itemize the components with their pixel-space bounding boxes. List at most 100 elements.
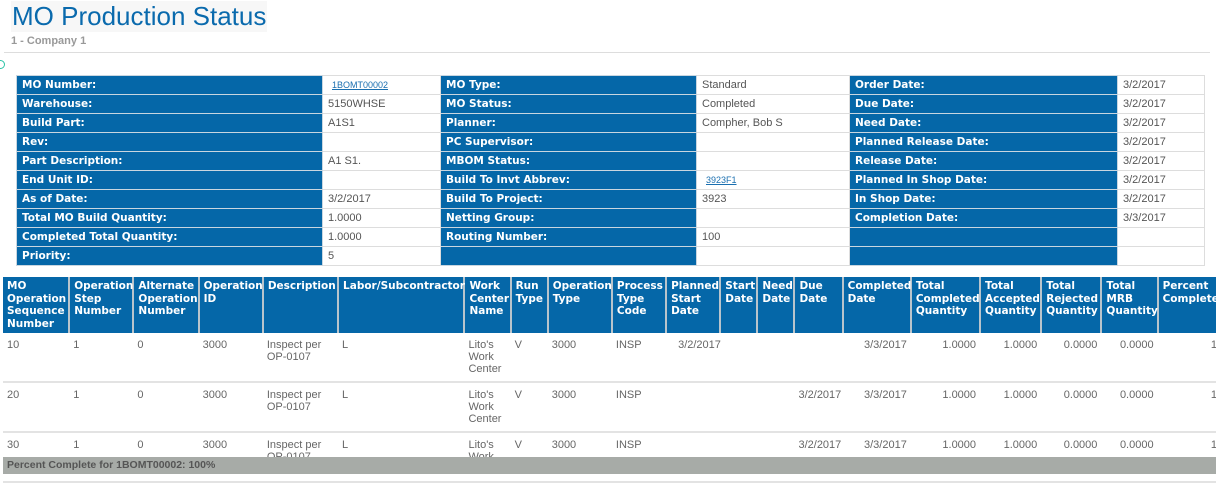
column-header[interactable]: MO Operation Sequence Number (3, 277, 70, 333)
column-header[interactable]: Operation Type (546, 277, 612, 333)
info-label: Rev: (16, 132, 323, 152)
table-cell: 3000 (198, 333, 263, 383)
info-label (849, 227, 1118, 247)
info-row: Part Description: A1 S1. MBOM Status: Relea… (16, 151, 1205, 171)
info-label: Netting Group: (440, 208, 697, 228)
info-label: MBOM Status: (440, 151, 697, 171)
page-title: MO Production Status (11, 1, 268, 32)
column-header[interactable]: Alternate Operation Number (132, 277, 199, 333)
info-value: A1 S1. (322, 151, 441, 171)
status-dot-icon (0, 60, 5, 69)
table-cell (794, 333, 843, 383)
table-cell: 0 (133, 333, 199, 383)
info-value (696, 151, 850, 171)
table-cell: 100% (1157, 382, 1216, 433)
table-cell: Inspect per OP-0107 (262, 382, 339, 433)
table-cell: 3000 (198, 382, 263, 433)
table-cell: V (510, 382, 548, 433)
table-cell: 0.0000 (1041, 333, 1102, 383)
table-cell: L (338, 382, 465, 433)
table-cell: 3000 (547, 333, 612, 383)
info-value: 3/2/2017 (1117, 189, 1205, 209)
info-link[interactable]: 1BOMT00002 (332, 80, 389, 90)
info-row: Build Part: A1S1 Planner: Compher, Bob S Nee… (16, 113, 1205, 133)
column-header[interactable]: Due Date (793, 277, 843, 333)
column-header[interactable]: Total Accepted Quantity (979, 277, 1042, 333)
percent-complete-footer: Percent Complete for 1BOMT00002: 100% (3, 457, 1216, 474)
info-label: Planner: (440, 113, 697, 133)
info-label: Planned Release Date: (849, 132, 1118, 152)
info-label: Need Date: (849, 113, 1118, 133)
info-row: End Unit ID: Build To Invt Abbrev: 3923F1 P… (16, 170, 1205, 190)
table-cell: 3/3/2017 (842, 333, 911, 383)
column-header[interactable]: Labor/Subcontractor (337, 277, 465, 333)
column-header[interactable]: Operation Step Number (68, 277, 134, 333)
table-cell: 0.0000 (1101, 333, 1158, 383)
info-link[interactable]: 3923F1 (706, 175, 737, 185)
info-value (696, 132, 850, 152)
info-row: MO Number: 1BOMT00002 MO Type: Standard Orde… (16, 75, 1205, 95)
info-value: Compher, Bob S (696, 113, 850, 133)
info-value: 1.0000 (322, 208, 441, 228)
info-value: A1S1 (322, 113, 441, 133)
info-label: Due Date: (849, 94, 1118, 114)
info-label: MO Status: (440, 94, 697, 114)
table-cell: INSP (611, 382, 667, 433)
info-row: As of Date: 3/2/2017 Build To Project: 3923… (16, 189, 1205, 209)
column-header[interactable]: Work Center Name (463, 277, 511, 333)
info-label: MO Type: (440, 75, 697, 95)
info-label: Routing Number: (440, 227, 697, 247)
info-value: Completed (696, 94, 850, 114)
info-label: In Shop Date: (849, 189, 1118, 209)
column-header[interactable]: Description (261, 277, 339, 333)
table-cell: V (510, 333, 548, 383)
column-header[interactable]: Completed Date (841, 277, 911, 333)
table-cell: 1 (69, 333, 134, 383)
column-header[interactable]: Total MRB Quantity (1100, 277, 1158, 333)
table-cell: 3/3/2017 (842, 382, 911, 433)
column-header[interactable]: Need Date (756, 277, 795, 333)
info-label: Build To Invt Abbrev: (440, 170, 697, 190)
info-value (696, 246, 850, 266)
info-value: 1.0000 (322, 227, 441, 247)
table-cell: 0 (133, 382, 199, 433)
table-cell: 1.0000 (910, 382, 981, 433)
column-header[interactable]: Total Rejected Quantity (1040, 277, 1102, 333)
divider (4, 52, 1210, 53)
info-value (1117, 227, 1205, 247)
column-header[interactable]: Planned Start Date (665, 277, 721, 333)
info-value: 100 (696, 227, 850, 247)
info-value: 1BOMT00002 (322, 75, 441, 95)
info-value (1117, 246, 1205, 266)
table-cell: 1.0000 (910, 333, 981, 383)
info-label: As of Date: (16, 189, 323, 209)
table-row: 20 1 0 3000 Inspect per OP-0107 L Lito's Work … (3, 382, 1216, 433)
table-cell (757, 333, 795, 383)
table-cell: 1.0000 (980, 333, 1042, 383)
info-row: Warehouse: 5150WHSE MO Status: Completed Due… (16, 94, 1205, 114)
table-cell: 1.0000 (980, 382, 1042, 433)
table-cell: Inspect per OP-0107 (262, 333, 339, 383)
table-cell: Lito's Work Center (464, 382, 511, 433)
info-value: 3/2/2017 (1117, 75, 1205, 95)
table-cell: 1 (69, 382, 134, 433)
info-label: Warehouse: (16, 94, 323, 114)
table-cell: L (338, 333, 465, 383)
column-header[interactable]: Start Date (719, 277, 758, 333)
column-header[interactable]: Run Type (509, 277, 548, 333)
column-header[interactable]: Total Completed Quantity (909, 277, 981, 333)
info-label: MO Number: (16, 75, 323, 95)
info-value (696, 208, 850, 228)
table-cell: 3000 (547, 382, 612, 433)
column-header[interactable]: Operation ID (197, 277, 263, 333)
info-value: 5 (322, 246, 441, 266)
column-header[interactable]: Process Type Code (610, 277, 667, 333)
column-header[interactable]: Percent Complete (1156, 277, 1216, 333)
info-label: Planned In Shop Date: (849, 170, 1118, 190)
info-value: 3/2/2017 (322, 189, 441, 209)
company-label: 1 - Company 1 (11, 35, 87, 47)
table-cell: 10 (3, 333, 70, 383)
table-cell: 0.0000 (1101, 382, 1158, 433)
info-row: Completed Total Quantity: 1.0000 Routing N… (16, 227, 1205, 247)
info-label: Completion Date: (849, 208, 1118, 228)
